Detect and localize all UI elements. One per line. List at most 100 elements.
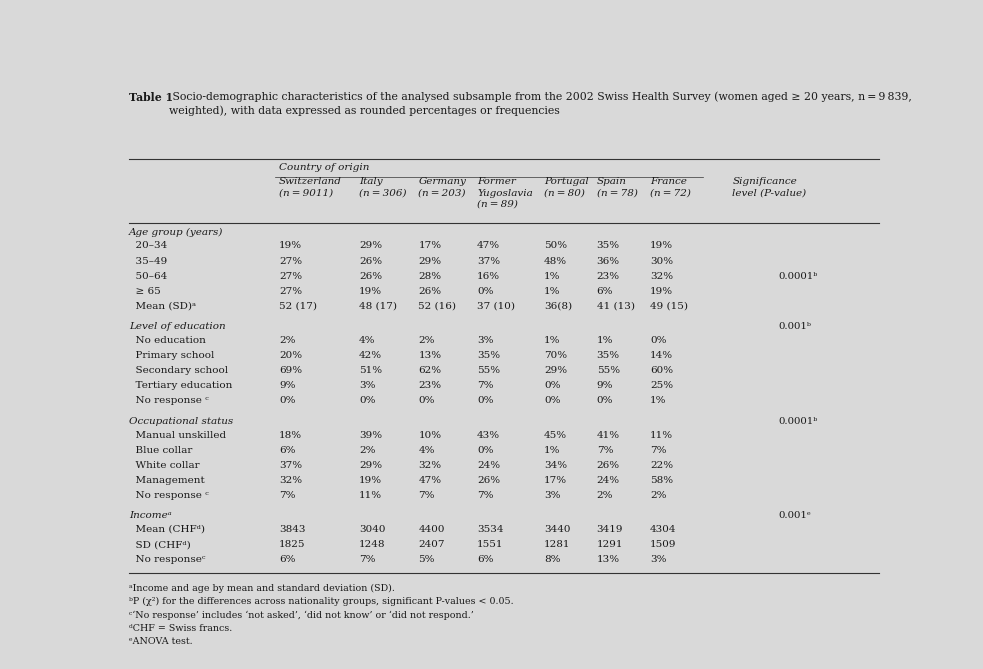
Text: 2407: 2407 [419,540,445,549]
Text: 19%: 19% [279,242,302,250]
Text: 20%: 20% [279,351,302,360]
Text: 13%: 13% [597,555,620,564]
Text: 26%: 26% [359,257,382,266]
Text: 51%: 51% [359,366,382,375]
Text: 47%: 47% [477,242,500,250]
Text: 14%: 14% [650,351,673,360]
Text: 1%: 1% [650,396,666,405]
Text: 2%: 2% [359,446,376,455]
Text: 0.0001ᵇ: 0.0001ᵇ [779,272,818,281]
Text: 0.001ᵇ: 0.001ᵇ [779,322,811,331]
Text: 50%: 50% [545,242,567,250]
Text: 30%: 30% [650,257,673,266]
Text: 7%: 7% [279,491,296,500]
Text: 41 (13): 41 (13) [597,302,635,311]
Text: 23%: 23% [419,381,441,390]
Text: 32%: 32% [279,476,302,485]
Text: ᶜ‘No response’ includes ‘not asked’, ‘did not know’ or ‘did not respond.’: ᶜ‘No response’ includes ‘not asked’, ‘di… [129,611,474,619]
Text: ᵉANOVA test.: ᵉANOVA test. [129,638,193,646]
Text: 26%: 26% [477,476,500,485]
Text: Former
Yugoslavia
(n = 89): Former Yugoslavia (n = 89) [477,177,533,209]
Text: White collar: White collar [129,461,200,470]
Text: Secondary school: Secondary school [129,366,228,375]
Text: No response ᶜ: No response ᶜ [129,491,208,500]
Text: 34%: 34% [545,461,567,470]
Text: Italy
(n = 306): Italy (n = 306) [359,177,407,197]
Text: 1%: 1% [545,336,560,345]
Text: Spain
(n = 78): Spain (n = 78) [597,177,638,197]
Text: 6%: 6% [597,287,613,296]
Text: 0%: 0% [279,396,296,405]
Text: 62%: 62% [419,366,441,375]
Text: 7%: 7% [477,491,493,500]
Text: 37%: 37% [477,257,500,266]
Text: Primary school: Primary school [129,351,214,360]
Text: 19%: 19% [359,476,382,485]
Text: 48%: 48% [545,257,567,266]
Text: 2%: 2% [650,491,666,500]
Text: 52 (16): 52 (16) [419,302,456,311]
Text: ᵃIncome and age by mean and standard deviation (SD).: ᵃIncome and age by mean and standard dev… [129,583,395,593]
Text: 3040: 3040 [359,525,385,534]
Text: 37 (10): 37 (10) [477,302,515,311]
Text: 55%: 55% [597,366,620,375]
Text: Socio-demographic characteristics of the analysed subsample from the 2002 Swiss : Socio-demographic characteristics of the… [169,92,911,116]
Text: 48 (17): 48 (17) [359,302,397,311]
Text: 23%: 23% [597,272,620,281]
Text: Germany
(n = 203): Germany (n = 203) [419,177,466,197]
Text: 24%: 24% [597,476,620,485]
Text: 42%: 42% [359,351,382,360]
Text: 10%: 10% [419,430,441,440]
Text: 1%: 1% [545,287,560,296]
Text: 0%: 0% [477,446,493,455]
Text: 1%: 1% [545,446,560,455]
Text: 17%: 17% [545,476,567,485]
Text: Significance
level (P-value): Significance level (P-value) [732,177,806,197]
Text: 1509: 1509 [650,540,676,549]
Text: 0%: 0% [419,396,434,405]
Text: 29%: 29% [545,366,567,375]
Text: 2%: 2% [279,336,296,345]
Text: 29%: 29% [359,242,382,250]
Text: 16%: 16% [477,272,500,281]
Text: Manual unskilled: Manual unskilled [129,430,226,440]
Text: 3%: 3% [650,555,666,564]
Text: 60%: 60% [650,366,673,375]
Text: ᵈCHF = Swiss francs.: ᵈCHF = Swiss francs. [129,624,232,633]
Text: 3419: 3419 [597,525,623,534]
Text: 8%: 8% [545,555,560,564]
Text: Level of education: Level of education [129,322,225,331]
Text: 13%: 13% [419,351,441,360]
Text: 36(8): 36(8) [545,302,572,311]
Text: Switzerland
(n = 9011): Switzerland (n = 9011) [279,177,342,197]
Text: 4%: 4% [419,446,434,455]
Text: 27%: 27% [279,257,302,266]
Text: 4400: 4400 [419,525,445,534]
Text: 35%: 35% [597,242,620,250]
Text: 0%: 0% [477,287,493,296]
Text: 27%: 27% [279,272,302,281]
Text: 70%: 70% [545,351,567,360]
Text: 69%: 69% [279,366,302,375]
Text: 19%: 19% [650,242,673,250]
Text: 3%: 3% [359,381,376,390]
Text: 52 (17): 52 (17) [279,302,318,311]
Text: 6%: 6% [279,446,296,455]
Text: No response ᶜ: No response ᶜ [129,396,208,405]
Text: 4%: 4% [359,336,376,345]
Text: 32%: 32% [419,461,441,470]
Text: 22%: 22% [650,461,673,470]
Text: 1%: 1% [597,336,613,345]
Text: 26%: 26% [359,272,382,281]
Text: 32%: 32% [650,272,673,281]
Text: 28%: 28% [419,272,441,281]
Text: 7%: 7% [419,491,434,500]
Text: 1291: 1291 [597,540,623,549]
Text: 37%: 37% [279,461,302,470]
Text: 25%: 25% [650,381,673,390]
Text: 7%: 7% [477,381,493,390]
Text: 11%: 11% [359,491,382,500]
Text: 0%: 0% [650,336,666,345]
Text: 0%: 0% [597,396,613,405]
Text: 50–64: 50–64 [129,272,167,281]
